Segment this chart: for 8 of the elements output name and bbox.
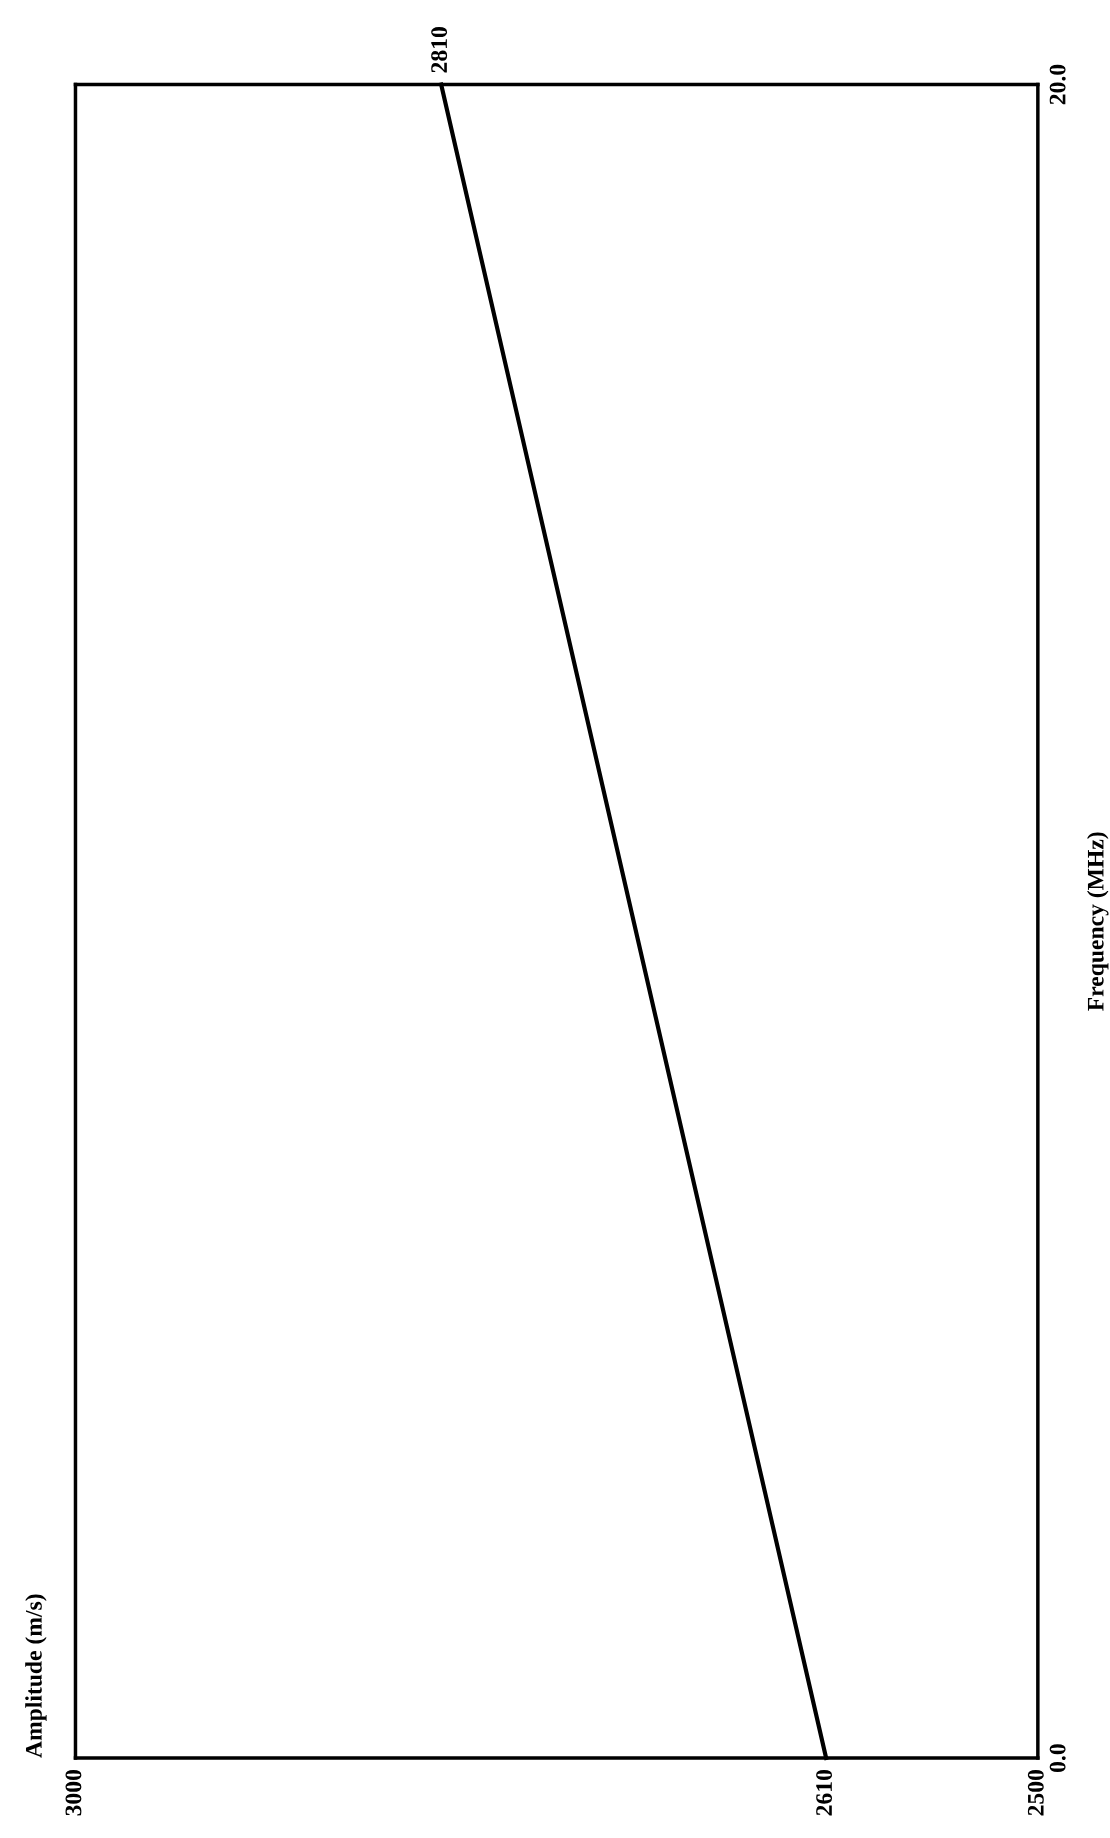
text: Amplitude (m/s) — [25, 1594, 47, 1758]
annotation: 2810 — [431, 27, 448, 73]
y-tick-label: 0.0 — [1049, 1744, 1066, 1772]
y-tick-label: 20.0 — [1049, 64, 1066, 105]
x-tick-label: 3000 — [65, 1770, 82, 1816]
y-axis-title: Frequency (MHz) — [1087, 832, 1109, 1011]
x-tick-label: 2500 — [1027, 1770, 1044, 1816]
x-tick-label: 2610 — [816, 1770, 833, 1816]
